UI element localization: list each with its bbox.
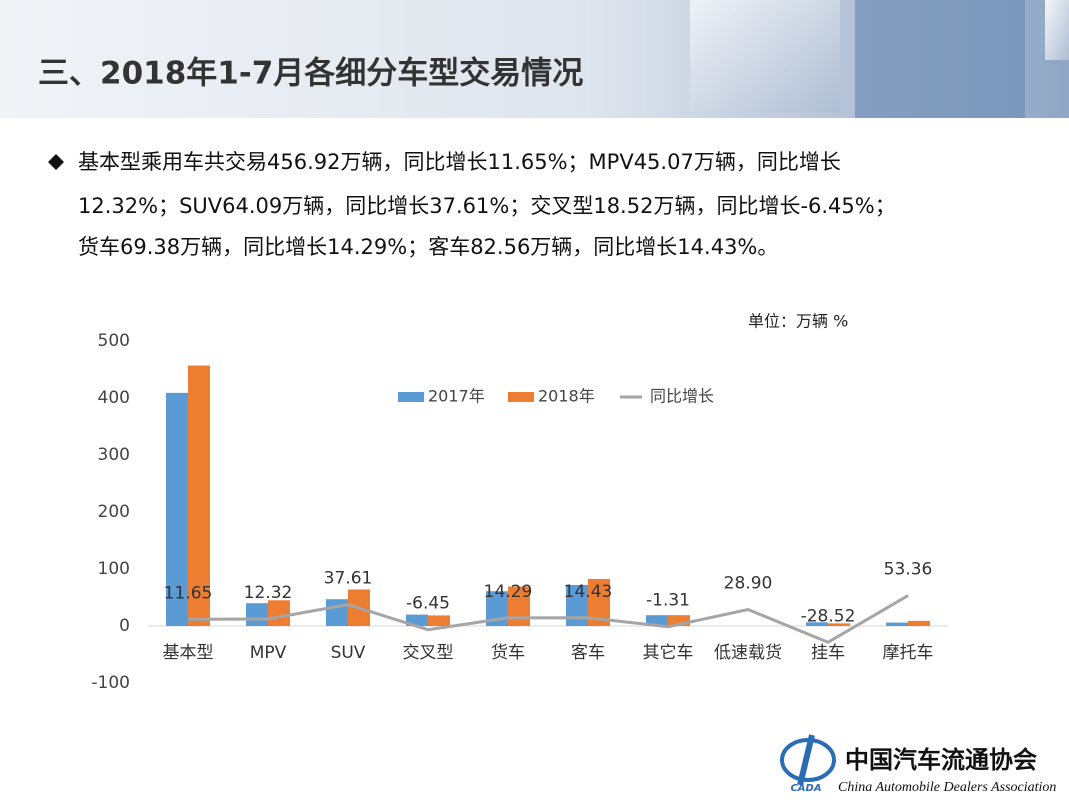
bullet-text: 货车69.38万辆，同比增长14.29%；客车82.56万辆，同比增长14.43…	[78, 235, 778, 259]
data-label: 28.90	[724, 574, 773, 594]
bar	[406, 614, 428, 626]
data-label: 11.65	[164, 583, 213, 603]
unit-label: 单位：万辆 %	[748, 312, 848, 331]
data-label: 53.36	[884, 560, 933, 580]
bar	[668, 615, 690, 626]
bar	[886, 622, 908, 626]
legend-swatch	[398, 392, 424, 402]
bar	[246, 603, 268, 626]
decor-cube	[690, 0, 840, 112]
logo-english: China Automobile Dealers Association	[838, 780, 1056, 795]
logo-abbr: CADA	[790, 783, 821, 794]
x-tick-label: MPV	[250, 643, 287, 663]
bullet-text: 基本型乘用车共交易456.92万辆，同比增长11.65%；MPV45.07万辆，…	[78, 150, 841, 174]
data-label: -1.31	[646, 591, 690, 611]
x-tick-label: 挂车	[811, 643, 845, 663]
bar	[268, 600, 290, 626]
legend-label: 2017年	[428, 387, 485, 406]
y-tick-label: 400	[98, 388, 130, 408]
x-tick-label: 基本型	[163, 643, 214, 663]
decor-cube	[855, 0, 1025, 118]
bar	[428, 615, 450, 626]
data-label: 14.29	[484, 582, 533, 602]
line	[187, 594, 909, 644]
x-tick-label: 货车	[491, 643, 525, 663]
x-tick-label: 客车	[571, 643, 605, 663]
x-tick-label: 摩托车	[883, 643, 934, 663]
data-label: -6.45	[406, 594, 450, 614]
bullet-text: 12.32%；SUV64.09万辆，同比增长37.61%；交叉型18.52万辆，…	[78, 194, 896, 218]
bar	[188, 365, 210, 626]
data-label: 14.43	[564, 582, 613, 602]
y-tick-label: -100	[91, 673, 130, 693]
title: 三、2018年1-7月各细分车型交易情况	[38, 56, 583, 92]
legend-label: 同比增长	[650, 387, 714, 406]
y-tick-label: 0	[119, 616, 130, 636]
logo-name: 中国汽车流通协会	[845, 746, 1037, 774]
bar	[908, 620, 930, 626]
chart: -100 0 100 200 300 400 500 基本型 MPV SUV 交叉型 货车 客车 其它车低…	[91, 331, 948, 693]
bar	[588, 578, 610, 626]
logo-mark	[797, 734, 815, 786]
y-tick-label: 200	[98, 502, 130, 522]
x-tick-label: 其它车	[643, 643, 694, 663]
x-tick-label: 低速载货	[714, 643, 782, 663]
legend-label: 2018年	[538, 387, 595, 406]
legend-swatch	[508, 392, 534, 402]
y-tick-label: 300	[98, 445, 130, 465]
bar	[806, 622, 828, 626]
bar	[166, 392, 188, 626]
data-label: 37.61	[324, 569, 373, 589]
y-tick-label: 100	[98, 559, 130, 579]
bar	[828, 623, 850, 626]
bar	[326, 599, 348, 626]
bar	[646, 615, 668, 626]
decor-cube	[1045, 0, 1069, 60]
logo: CADA 中国汽车流通协会 China Automobile Dealers A…	[780, 734, 1056, 795]
x-tick-label: SUV	[331, 643, 366, 663]
bar	[508, 586, 530, 626]
y-tick-label: 500	[98, 331, 130, 351]
x-tick-label: 交叉型	[403, 643, 454, 663]
bar	[566, 584, 588, 626]
data-label: 12.32	[244, 583, 293, 603]
data-label: -28.52	[801, 606, 856, 626]
bullet-icon	[48, 154, 64, 170]
